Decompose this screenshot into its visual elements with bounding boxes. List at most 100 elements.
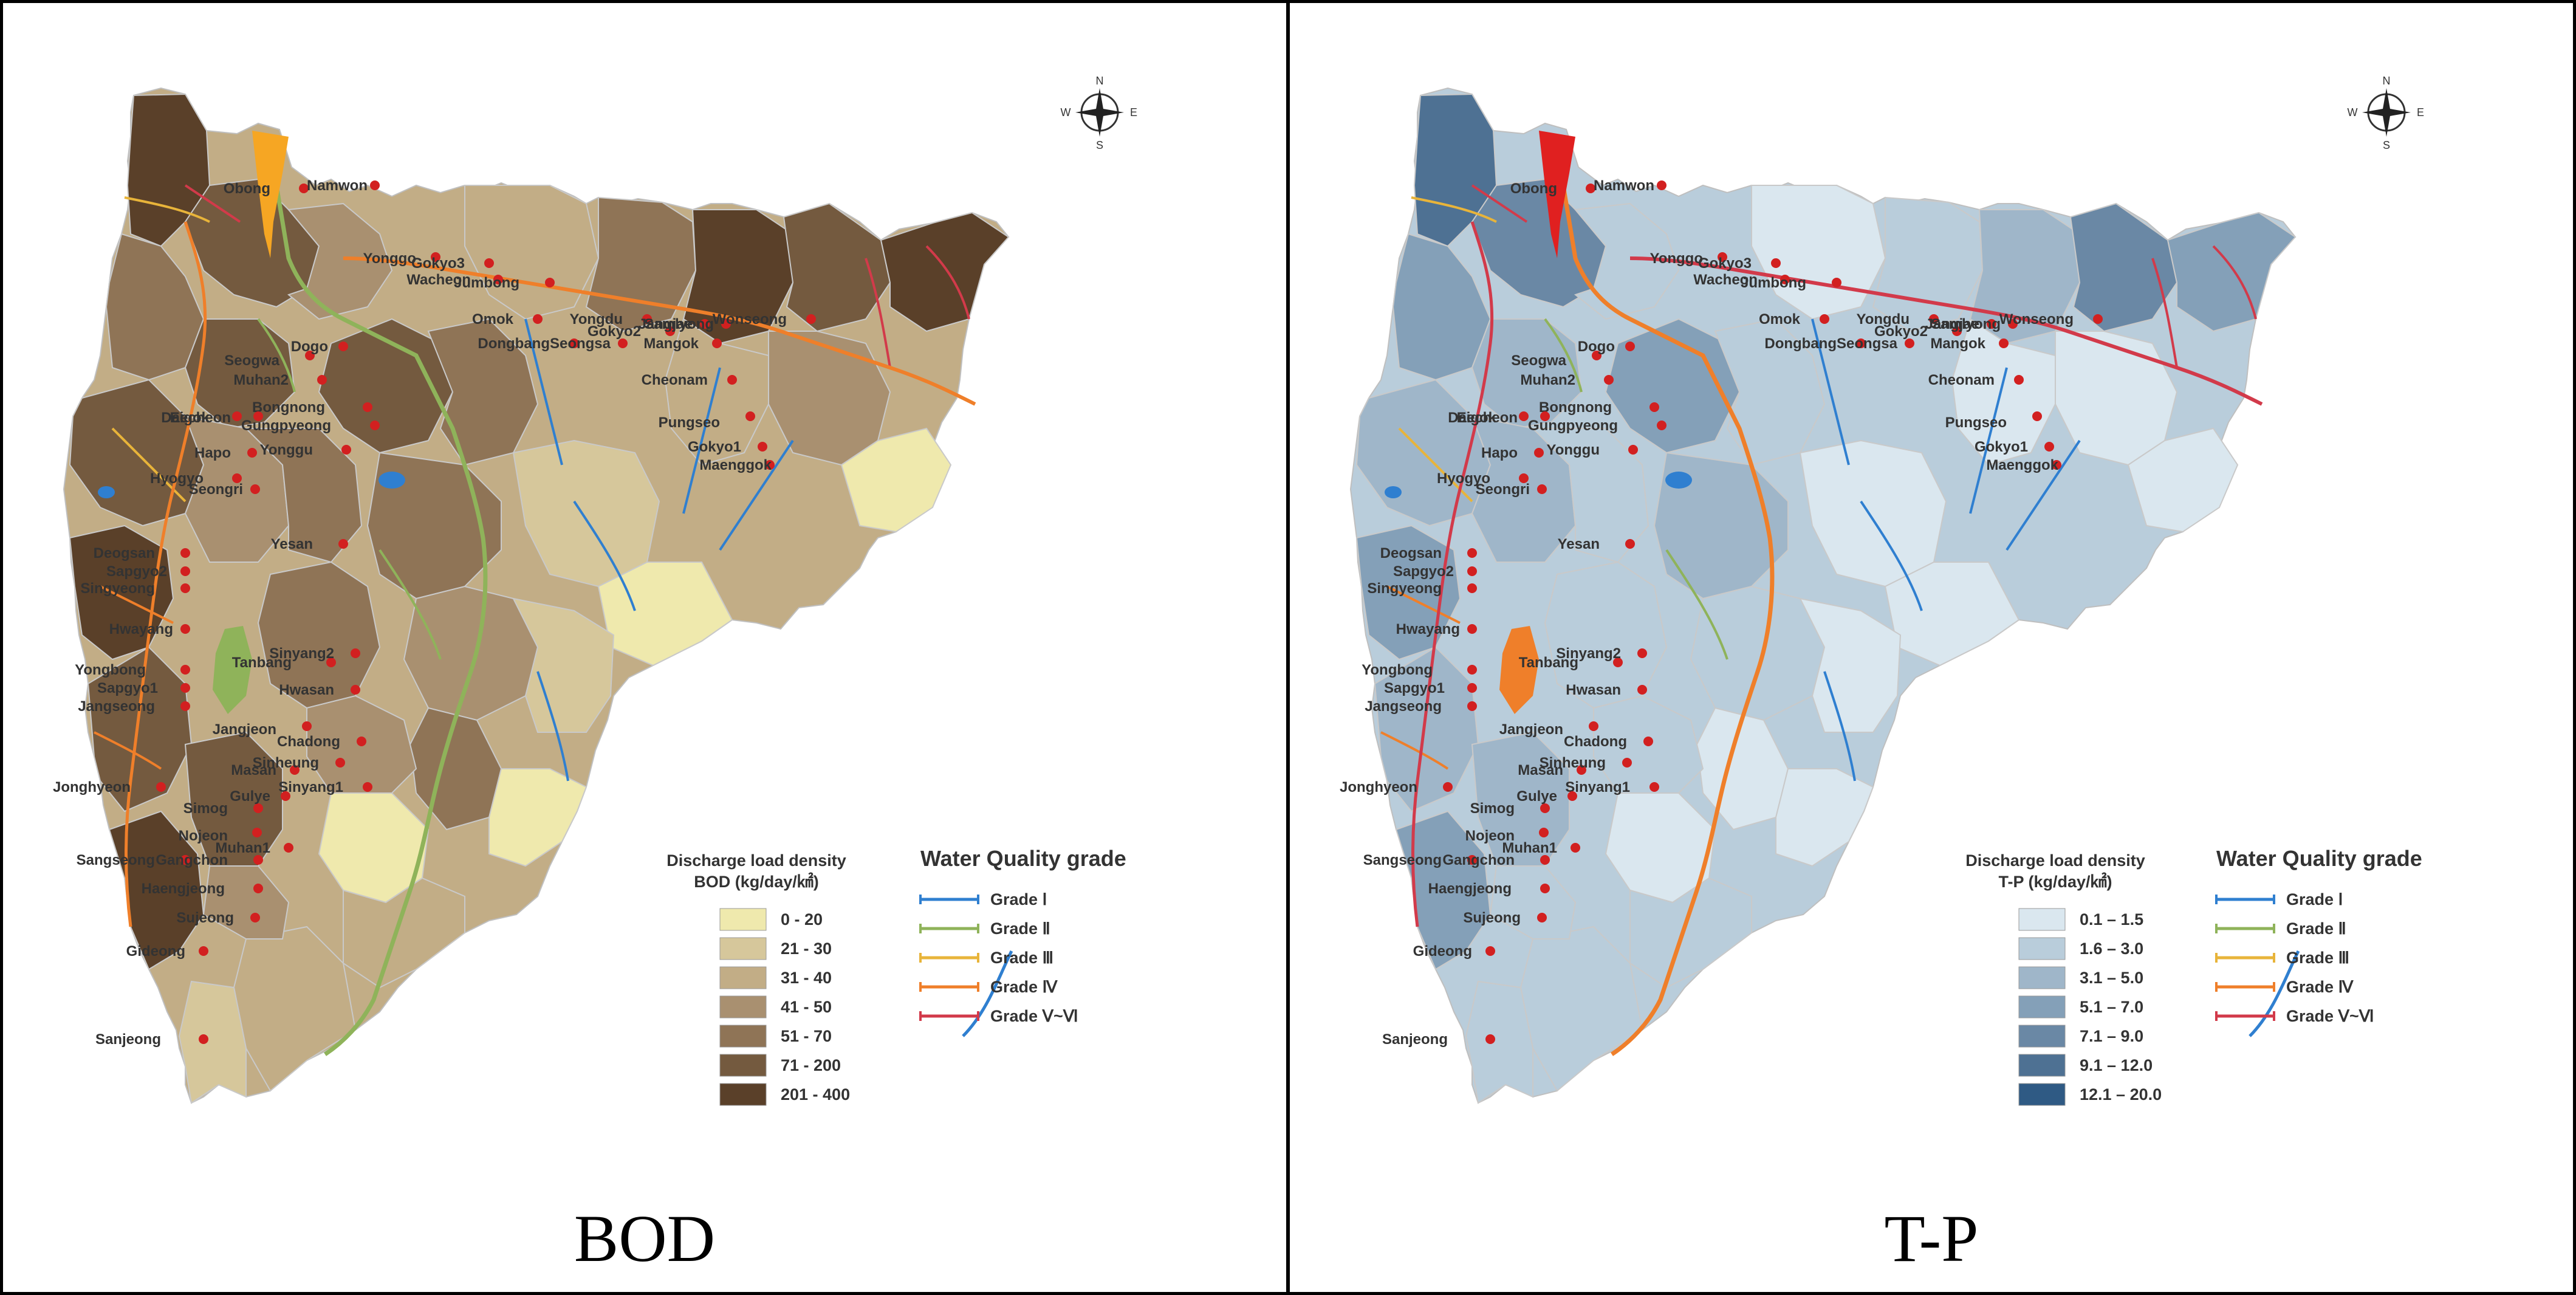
station-label: Hyogyo	[1437, 470, 1490, 487]
lake	[379, 472, 405, 489]
station-label: Gulye	[1516, 788, 1557, 805]
station-dot	[370, 421, 380, 430]
station-dot	[1540, 855, 1550, 865]
station-dot	[1589, 721, 1598, 731]
sub-basin	[1951, 318, 2056, 466]
station-label: Gokyo3	[411, 255, 465, 272]
station-label: Pungseo	[659, 414, 720, 431]
station-dot	[180, 683, 190, 693]
station-dot	[1539, 828, 1549, 837]
tributary-line	[1665, 549, 1728, 660]
station-dot	[1718, 252, 1727, 262]
density-swatch	[719, 1083, 767, 1106]
station-dot	[1586, 184, 1595, 193]
station-label: Bongnong	[252, 399, 325, 416]
station-dot	[1613, 658, 1623, 667]
station-dot	[317, 375, 327, 385]
station-label: Gokyo2	[587, 323, 641, 340]
station-dot	[1771, 258, 1781, 268]
compass-letter-n: N	[1096, 75, 1104, 87]
station-label: Daecheon	[1448, 410, 1518, 426]
density-legend-unit: BOD (kg/day/㎢)	[694, 872, 819, 891]
station-dot	[1625, 539, 1635, 549]
station-dot	[180, 624, 190, 634]
station-label: Gokyo1	[1975, 439, 2028, 455]
station-dot	[1443, 782, 1453, 792]
station-label: Jonghyeon	[1340, 779, 1417, 795]
lake	[1665, 472, 1692, 489]
sub-basin	[464, 185, 600, 320]
sub-basin	[87, 646, 193, 812]
station-dot	[665, 326, 675, 336]
station-dot	[745, 411, 755, 421]
compass-rose: N S E W	[2348, 75, 2425, 151]
station-dot	[284, 843, 293, 853]
lake	[98, 486, 115, 498]
station-dot	[1540, 411, 1550, 421]
station-dot	[370, 180, 380, 190]
tributary-line	[94, 731, 162, 770]
station-dot	[1952, 326, 1962, 336]
station-label: Jumbong	[1741, 275, 1806, 291]
station-label: Yongdu	[1856, 311, 1910, 328]
station-dot	[1467, 855, 1477, 865]
station-dot	[1643, 737, 1653, 746]
sub-basin	[1884, 562, 2020, 667]
density-class-label: 201 - 400	[781, 1085, 850, 1104]
station-dot	[765, 460, 775, 470]
station-label: Simog	[183, 800, 228, 817]
station-label: Wonseong	[713, 311, 787, 328]
station-dot	[1637, 648, 1647, 658]
density-class-label: 12.1 – 20.0	[2080, 1085, 2162, 1104]
station-dot	[1467, 566, 1477, 576]
station-label: Gideong	[1413, 943, 1472, 960]
station-label: Samlyong	[644, 316, 714, 332]
station-dot	[1467, 701, 1477, 711]
station-label: Muhan1	[1502, 840, 1557, 856]
station-dot	[2032, 411, 2042, 421]
reservoir-main	[1539, 131, 1575, 258]
density-swatch	[719, 966, 767, 989]
grade-label: Grade Ⅳ	[2286, 978, 2354, 996]
station-label: Simog	[1470, 800, 1515, 817]
station-label: Sinyang2	[1556, 645, 1621, 662]
grade-legend: Water Quality grade Grade Ⅰ Grade Ⅱ Grade Ⅲ…	[919, 846, 1126, 1025]
station-label: Hapo	[194, 445, 231, 461]
compass-rose: N S E W	[1061, 75, 1138, 151]
station-dot	[2014, 375, 2024, 385]
density-swatch	[2018, 1025, 2066, 1048]
station-dot	[363, 402, 372, 412]
station-label: Chadong	[277, 733, 340, 750]
sub-basin	[1629, 877, 1752, 989]
station-label: Sinyang1	[278, 779, 343, 795]
station-dot	[1657, 421, 1667, 430]
density-swatch	[2018, 1083, 2066, 1106]
station-label: Dogo	[291, 338, 328, 355]
station-dot	[806, 314, 816, 324]
station-dot	[1637, 685, 1647, 695]
compass-letter-n: N	[2383, 75, 2391, 87]
density-class-label: 41 - 50	[781, 998, 832, 1016]
station-label: Obong	[224, 180, 270, 197]
upper-river-line	[1629, 256, 2263, 406]
station-dot	[1571, 843, 1580, 853]
station-dot	[1540, 803, 1550, 813]
station-label: Sangseong	[77, 852, 155, 868]
station-label: Dongbang	[1764, 335, 1837, 352]
west-river-line	[125, 221, 207, 927]
station-label: Singyeong	[1367, 580, 1442, 597]
station-dot	[1622, 758, 1632, 768]
station-dot	[727, 375, 737, 385]
grade-label: Grade Ⅰ	[2286, 890, 2343, 909]
station-label: Gangchon	[156, 852, 228, 868]
compass-letter-w: W	[2348, 106, 2358, 119]
tributary-line	[1823, 671, 1856, 781]
tributary-line	[682, 367, 721, 514]
station-label: Maenggok	[699, 457, 772, 473]
station-dot	[253, 855, 263, 865]
station-label: Jangjae	[1925, 316, 1979, 332]
compass-letter-e: E	[2417, 106, 2424, 119]
density-legend-title: Discharge load density	[666, 851, 846, 870]
station-label: Hwasan	[1566, 682, 1621, 698]
station-dot	[180, 701, 190, 711]
